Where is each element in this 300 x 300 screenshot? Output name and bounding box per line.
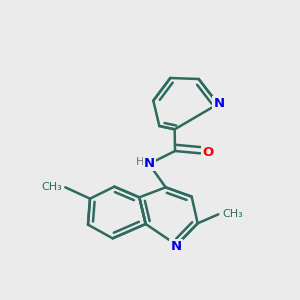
Text: CH₃: CH₃ (222, 209, 243, 219)
Text: N: N (213, 97, 224, 110)
Text: N: N (144, 157, 155, 169)
Text: H: H (136, 157, 144, 166)
Text: O: O (202, 146, 214, 159)
Text: N: N (170, 240, 182, 253)
Text: CH₃: CH₃ (41, 182, 62, 192)
